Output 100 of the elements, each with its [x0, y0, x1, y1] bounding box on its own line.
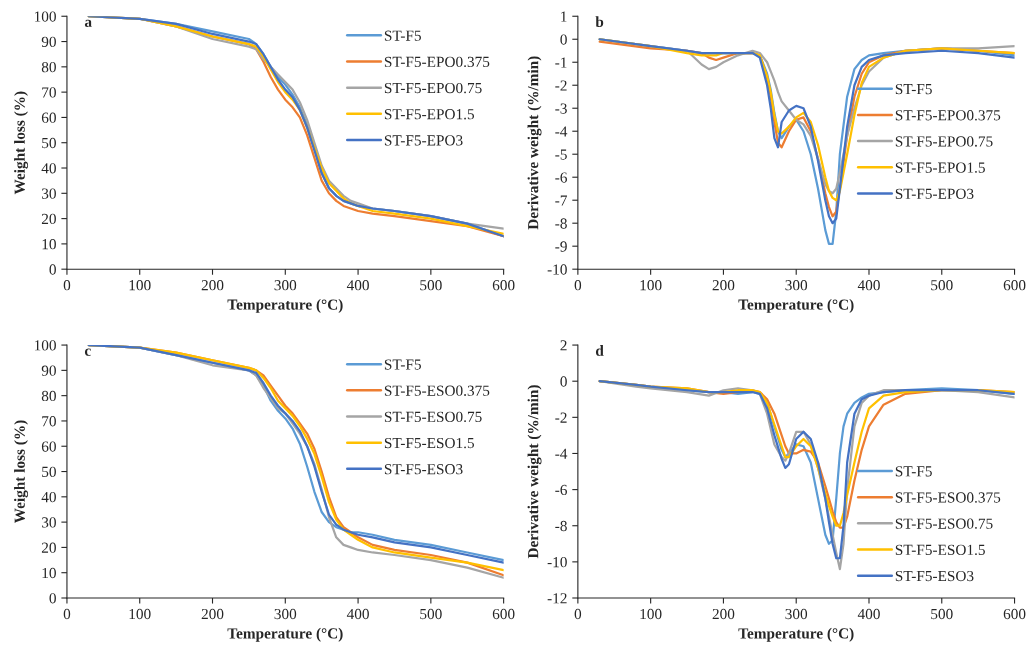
x-tick-label: 500: [931, 608, 953, 620]
y-tick-label: 10: [42, 239, 56, 250]
x-axis-title: Temperature (°C): [227, 299, 343, 313]
y-tick-label: 50: [42, 137, 56, 149]
legend-label: ST-F5-EPO0.375: [895, 110, 1001, 121]
x-tick-label: 200: [712, 280, 735, 291]
y-tick-label: -5: [555, 149, 567, 160]
x-tick-label: 0: [63, 280, 71, 291]
x-tick-label: 400: [857, 608, 880, 620]
legend-label: ST-F5-EPO0.75: [895, 136, 993, 147]
x-tick-label: 500: [931, 280, 953, 291]
y-tick-label: -2: [555, 412, 567, 423]
annotation: b: [595, 16, 604, 27]
y-tick-label: -8: [555, 520, 567, 532]
y-tick-label: 90: [41, 365, 56, 376]
y-tick-label: 0: [560, 34, 567, 45]
legend-label: ST-F5-ESO0.75: [895, 518, 993, 529]
x-tick-label: 0: [574, 280, 582, 291]
y-axis-title: Derivative weight (%/min): [527, 385, 542, 559]
legend-label: ST-F5-EPO3: [895, 188, 974, 199]
y-tick-label: 60: [41, 112, 56, 123]
x-tick-label: 100: [640, 608, 662, 620]
y-tick-label: 30: [41, 188, 56, 199]
legend-label: ST-F5-ESO0.375: [384, 385, 490, 396]
y-tick-label: 40: [41, 491, 56, 503]
x-tick-label: 100: [129, 280, 151, 291]
y-tick-label: -10: [547, 557, 567, 568]
x-tick-label: 500: [420, 608, 442, 620]
y-tick-label: 0: [560, 376, 567, 387]
y-tick-label: 70: [42, 416, 56, 427]
legend-label: ST-F5-ESO3: [384, 464, 463, 475]
x-tick-label: 300: [274, 280, 297, 291]
y-tick-label: -9: [555, 241, 567, 252]
y-tick-label: 40: [41, 163, 56, 174]
legend-label: ST-F5: [895, 466, 932, 477]
legend-label: ST-F5-ESO1.5: [384, 437, 475, 449]
annotation: a: [84, 19, 92, 27]
x-tick-label: 300: [785, 280, 808, 291]
y-tick-label: 20: [41, 542, 56, 553]
x-tick-label: 200: [201, 280, 224, 291]
x-tick-label: 600: [1003, 280, 1026, 291]
y-axis-title: Weight loss (%): [14, 420, 29, 524]
y-tick-label: -6: [555, 484, 567, 496]
legend-label: ST-F5-ESO1.5: [895, 544, 985, 556]
x-tick-label: 0: [574, 608, 582, 620]
x-tick-label: 600: [492, 608, 515, 620]
x-tick-label: 300: [785, 608, 808, 620]
x-tick-label: 500: [420, 280, 442, 291]
y-tick-label: 90: [41, 36, 56, 47]
legend-label: ST-F5-ESO0.75: [384, 411, 482, 423]
x-tick-label: 200: [712, 608, 735, 620]
x-tick-label: 400: [346, 280, 369, 291]
y-tick-label: 80: [41, 390, 56, 402]
x-tick-label: 100: [129, 608, 151, 620]
y-tick-label: 70: [42, 87, 56, 98]
legend-label: ST-F5-EPO0.375: [384, 56, 490, 68]
y-axis-title: Derivative weight (%/min): [527, 56, 542, 230]
y-tick-label: 80: [41, 61, 56, 73]
legend-label: ST-F5: [895, 83, 932, 95]
y-tick-label: -7: [555, 195, 568, 206]
y-tick-label: -1: [555, 57, 567, 68]
x-tick-label: 100: [640, 280, 662, 291]
y-tick-label: 0: [49, 593, 56, 604]
y-tick-label: 100: [34, 11, 56, 22]
y-tick-label: 10: [42, 567, 56, 579]
x-tick-label: 0: [63, 608, 71, 620]
annotation: c: [84, 348, 91, 356]
x-tick-label: 600: [492, 280, 515, 291]
legend-label: ST-F5-EPO1.5: [384, 109, 475, 120]
y-tick-label: -4: [555, 126, 568, 137]
y-tick-label: -12: [547, 593, 567, 604]
legend-label: ST-F5-ESO0.375: [895, 492, 1001, 503]
legend-label: ST-F5: [384, 30, 421, 41]
y-tick-label: 30: [41, 517, 56, 528]
y-tick-label: 0: [49, 264, 56, 275]
y-tick-label: -2: [555, 80, 567, 91]
y-tick-label: -3: [555, 103, 567, 114]
legend-label: ST-F5-EPO1.5: [895, 162, 985, 173]
y-tick-label: -6: [555, 172, 567, 183]
x-tick-label: 200: [201, 608, 224, 620]
y-tick-label: -8: [555, 218, 567, 229]
y-tick-label: 1: [561, 11, 567, 22]
legend-label: ST-F5-EPO3: [384, 135, 463, 146]
y-axis-title: Weight loss (%): [14, 91, 29, 195]
x-tick-label: 600: [1003, 608, 1026, 620]
y-tick-label: -4: [555, 448, 568, 459]
y-tick-label: 2: [560, 340, 567, 351]
legend-label: ST-F5: [384, 359, 421, 370]
x-axis-title: Temperature (°C): [738, 299, 854, 313]
x-tick-label: 400: [857, 280, 880, 291]
y-tick-label: 20: [41, 213, 56, 225]
y-tick-label: -10: [547, 264, 567, 275]
annotation: d: [595, 345, 604, 356]
x-axis-title: Temperature (°C): [227, 627, 343, 642]
x-tick-label: 400: [346, 608, 369, 620]
legend-label: ST-F5-EPO0.75: [384, 82, 482, 94]
x-axis-title: Temperature (°C): [738, 627, 854, 642]
y-tick-label: 50: [42, 466, 56, 477]
x-tick-label: 300: [274, 608, 297, 620]
legend-label: ST-F5-ESO3: [895, 570, 974, 582]
